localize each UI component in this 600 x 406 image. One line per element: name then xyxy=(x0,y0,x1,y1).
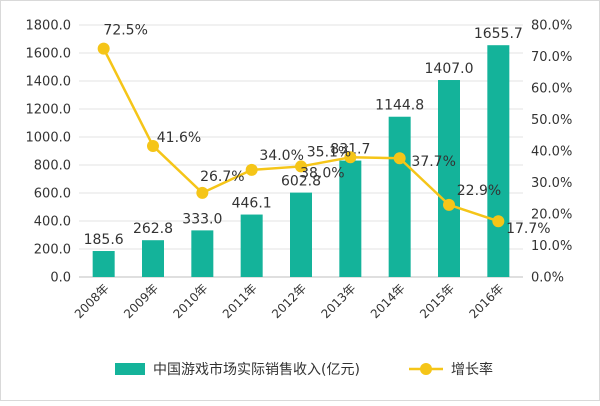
bar-value-label: 333.0 xyxy=(182,211,222,227)
left-tick-label: 1600.0 xyxy=(26,47,72,62)
bar-value-label: 831.7 xyxy=(330,142,370,158)
x-tick-label: 2015年 xyxy=(417,281,457,321)
bar xyxy=(191,230,214,277)
bar-value-label: 446.1 xyxy=(232,196,272,212)
bar-labels: 185.6 262.8 333.0 446.1 602.8 831.7 1144.8 1407… xyxy=(84,26,523,248)
growth-value-label: 34.0% xyxy=(259,148,303,164)
bar-value-label: 1407.0 xyxy=(425,61,474,77)
bar-value-label: 1655.7 xyxy=(474,26,523,42)
left-tick-label: 1000.0 xyxy=(26,131,72,146)
bar xyxy=(290,192,312,277)
left-tick-label: 1400.0 xyxy=(26,75,72,90)
x-tick-label: 2008年 xyxy=(72,281,112,321)
x-tick-label: 2010年 xyxy=(170,281,210,321)
right-tick-label: 70.0% xyxy=(531,50,572,65)
right-tick-label: 50.0% xyxy=(531,113,572,128)
growth-point xyxy=(344,151,357,164)
bar-value-label: 602.8 xyxy=(281,174,321,190)
bar xyxy=(92,251,115,277)
right-axis: 0.0% 10.0% 20.0% 30.0% 40.0% 50.0% 60.0% 70.0% 8… xyxy=(531,19,572,286)
growth-point xyxy=(245,163,258,176)
line-labels: 72.5% 41.6% 26.7% 34.0% 35.1% 38.0% 37.7%22.9%… xyxy=(103,23,550,238)
legend-label-bar: 中国游戏市场实际销售收入(亿元) xyxy=(153,361,360,378)
left-tick-label: 200.0 xyxy=(34,243,71,258)
x-tick-label: 2011年 xyxy=(220,281,260,321)
right-tick-label: 10.0% xyxy=(531,239,572,254)
x-axis: 2008年 2009年 2010年 2011年 2012年 2013年 2014年 2015年… xyxy=(72,281,507,321)
right-tick-label: 40.0% xyxy=(531,145,572,160)
growth-value-label: 37.7% xyxy=(411,154,455,170)
left-axis: 0.0 200.0 400.0 600.0 800.0 1000.0 1200.0 1400.… xyxy=(26,19,72,286)
left-tick-label: 600.0 xyxy=(34,187,71,202)
bar-value-label: 185.6 xyxy=(84,232,124,248)
right-tick-label: 80.0% xyxy=(531,19,572,34)
x-tick-label: 2012年 xyxy=(269,281,309,321)
growth-value-label: 35.1% xyxy=(307,144,351,160)
left-tick-label: 800.0 xyxy=(34,159,71,174)
x-tick-label: 2016年 xyxy=(466,281,506,321)
growth-point xyxy=(196,186,209,199)
bar xyxy=(240,214,263,277)
growth-value-label: 17.7% xyxy=(506,221,550,237)
bar-value-label: 1144.8 xyxy=(375,98,424,114)
right-tick-label: 0.0% xyxy=(531,271,564,286)
growth-value-label: 72.5% xyxy=(103,23,147,39)
left-tick-label: 400.0 xyxy=(34,215,71,230)
growth-point xyxy=(443,198,455,211)
right-tick-label: 30.0% xyxy=(531,176,572,191)
bar xyxy=(438,80,460,278)
bar xyxy=(388,116,411,277)
growth-value-label: 22.9% xyxy=(457,183,501,199)
bar-value-label: 262.8 xyxy=(133,221,173,237)
left-tick-label: 0.0 xyxy=(50,271,71,286)
x-tick-label: 2013年 xyxy=(318,281,358,321)
legend: 中国游戏市场实际销售收入(亿元) 增长率 xyxy=(115,361,493,378)
growth-point xyxy=(393,152,406,165)
x-tick-label: 2014年 xyxy=(368,281,408,321)
legend-label-line: 增长率 xyxy=(451,361,493,378)
left-tick-label: 1200.0 xyxy=(26,103,72,118)
bar xyxy=(142,240,164,277)
bar xyxy=(487,45,510,278)
bar xyxy=(339,160,362,277)
x-tick-label: 2009年 xyxy=(121,281,161,321)
growth-value-label: 38.0% xyxy=(300,165,344,181)
legend-swatch-bar xyxy=(115,363,145,375)
right-tick-label: 20.0% xyxy=(531,208,572,223)
growth-value-label: 41.6% xyxy=(157,130,201,146)
growth-point xyxy=(492,215,505,228)
growth-point xyxy=(295,160,307,173)
left-tick-label: 1800.0 xyxy=(26,19,72,34)
growth-point xyxy=(97,42,110,55)
line-series xyxy=(97,42,505,228)
legend-swatch-marker xyxy=(420,363,432,375)
growth-point xyxy=(147,139,159,152)
growth-value-label: 26.7% xyxy=(200,169,244,185)
right-tick-label: 60.0% xyxy=(531,82,572,97)
